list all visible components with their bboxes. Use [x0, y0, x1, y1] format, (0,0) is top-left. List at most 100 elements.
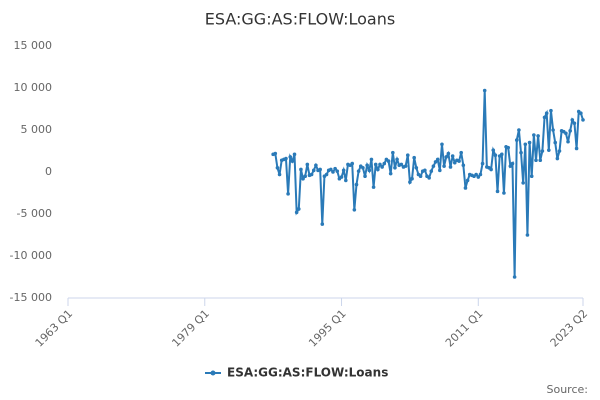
data-point [547, 148, 551, 152]
data-point [380, 165, 384, 169]
data-point [371, 185, 376, 189]
data-point [446, 151, 451, 156]
data-point [314, 163, 318, 168]
data-point [433, 160, 438, 164]
data-point [275, 166, 280, 170]
data-point [570, 118, 575, 122]
data-point [553, 140, 558, 145]
data-point [301, 176, 305, 181]
data-point [431, 164, 436, 168]
data-point [523, 142, 528, 147]
chart-title: ESA:GG:AS:FLOW:Loans [205, 10, 395, 29]
data-point [435, 157, 440, 162]
x-tick-label: 1995 Q1 [306, 307, 349, 350]
data-point [478, 172, 483, 177]
data-point [373, 162, 378, 167]
data-point [438, 168, 442, 173]
data-point [376, 167, 380, 172]
data-point [465, 178, 470, 183]
x-tick-label: 2011 Q1 [443, 307, 486, 350]
data-point [566, 139, 570, 144]
y-tick-label: 15 000 [14, 39, 53, 52]
data-point [564, 131, 568, 136]
data-point [378, 162, 382, 167]
data-point [350, 161, 355, 166]
data-point [506, 145, 511, 150]
data-point [418, 174, 423, 178]
data-point [412, 155, 416, 160]
data-point [491, 148, 496, 152]
data-point [448, 165, 453, 169]
data-point [538, 158, 543, 163]
data-point [290, 159, 295, 163]
data-point [391, 150, 395, 155]
y-tick-label: -5 000 [17, 207, 52, 220]
data-point [581, 118, 585, 122]
data-point [288, 155, 293, 159]
data-point [414, 166, 419, 170]
data-point [527, 140, 532, 145]
data-point [320, 222, 325, 226]
data-point [356, 169, 361, 173]
data-point [568, 129, 572, 133]
data-point [339, 175, 344, 179]
data-point [529, 174, 534, 178]
data-point [540, 149, 545, 153]
data-point [311, 168, 316, 173]
data-point [510, 161, 515, 166]
y-tick-label: -10 000 [10, 249, 52, 262]
data-point [519, 150, 523, 155]
data-point [482, 88, 487, 93]
data-point [499, 152, 504, 157]
data-point [318, 167, 322, 172]
data-point [292, 152, 297, 157]
data-point [525, 233, 530, 237]
series-line [272, 90, 584, 278]
legend-label: ESA:GG:AS:FLOW:Loans [227, 366, 388, 380]
x-tick-label: 1979 Q1 [169, 307, 212, 350]
data-point [521, 181, 525, 185]
data-point [544, 111, 549, 115]
data-point [459, 150, 463, 155]
data-point [286, 192, 290, 196]
data-point [341, 168, 346, 173]
data-point [335, 169, 340, 173]
data-point [476, 175, 481, 179]
data-point [574, 146, 579, 151]
data-point [408, 180, 412, 184]
data-point [517, 128, 521, 132]
data-point [367, 168, 372, 173]
data-point [457, 159, 461, 163]
x-tick-label: 2023 Q2 [548, 307, 591, 350]
data-point [452, 160, 457, 165]
data-point [542, 115, 547, 120]
y-tick-label: 0 [45, 165, 52, 178]
data-point [303, 174, 307, 178]
data-point [382, 161, 387, 166]
data-point [352, 208, 357, 212]
data-point [354, 182, 359, 187]
data-point [495, 189, 500, 194]
data-point [331, 170, 335, 174]
data-point [403, 164, 408, 168]
data-point [450, 154, 455, 158]
data-point [405, 153, 410, 157]
data-point [344, 178, 348, 183]
data-point [489, 167, 493, 172]
data-point [299, 167, 303, 172]
data-point [423, 168, 427, 173]
data-point [324, 172, 329, 177]
data-point [555, 156, 560, 161]
data-point [572, 121, 577, 126]
data-point [579, 111, 583, 115]
data-point [474, 172, 478, 177]
data-point [305, 162, 310, 167]
data-point [388, 171, 393, 176]
data-point [363, 174, 367, 178]
data-point [284, 156, 288, 161]
data-point [277, 172, 282, 177]
data-point [444, 155, 449, 159]
data-point [532, 133, 536, 137]
data-point [536, 134, 540, 138]
data-point [361, 166, 365, 170]
